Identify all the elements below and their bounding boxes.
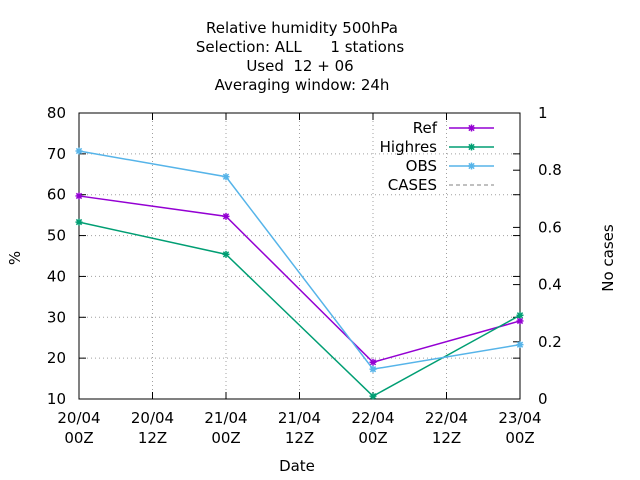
data-point-ref (369, 358, 377, 366)
x-tick-label-time: 00Z (211, 429, 240, 447)
x-tick-label-time: 00Z (358, 429, 387, 447)
title-line-1: Relative humidity 500hPa (206, 19, 398, 37)
legend-label-obs: OBS (406, 157, 437, 175)
legend-label-ref: Ref (413, 119, 438, 137)
x-tick-label-time: 12Z (432, 429, 461, 447)
y-tick-label: 50 (47, 227, 66, 245)
marker-center (469, 164, 474, 168)
y-tick-label: 70 (47, 145, 66, 163)
marker-center (224, 252, 228, 257)
x-tick-label-time: 00Z (64, 429, 93, 447)
marker-center (469, 126, 474, 130)
x-tick-label-date: 20/04 (131, 409, 174, 427)
y-tick-label: 80 (47, 104, 66, 122)
marker-center (77, 194, 81, 198)
data-point-highres (222, 250, 230, 258)
legend-marker-highres (468, 143, 475, 151)
data-point-ref (516, 317, 524, 325)
y2-tick-label: 0.2 (538, 333, 562, 351)
legend-marker-obs (468, 162, 475, 170)
axes: 10 20 30 40 50 60 70 80 0 0.2 0.4 0.6 0.8 1 20/04 00Z 20… (47, 104, 562, 447)
marker-center (77, 220, 81, 224)
y-axis-label: % (6, 251, 24, 265)
x-tick-label-date: 22/04 (425, 409, 468, 427)
grid (79, 113, 520, 399)
title-line-3: Used 12 + 06 (246, 57, 353, 75)
chart-title: Relative humidity 500hPa Selection: ALL … (196, 19, 404, 94)
y2-tick-label: 0.8 (538, 161, 562, 179)
y2-tick-label: 0 (538, 390, 548, 408)
series-line-obs (78, 150, 521, 370)
data-point-obs (369, 365, 377, 373)
legend-label-highres: Highres (380, 138, 438, 156)
title-line-4: Averaging window: 24h (215, 76, 390, 94)
series-lines (75, 147, 524, 400)
data-point-ref (222, 212, 230, 220)
marker-center (518, 313, 522, 318)
series-line-ref (78, 195, 521, 364)
marker-center (371, 367, 375, 371)
data-point-obs (516, 341, 524, 349)
x-tick-label-date: 21/04 (278, 409, 321, 427)
y2-tick-label: 0.6 (538, 218, 562, 236)
legend-marker-ref (468, 124, 475, 132)
series-line-highres (78, 221, 521, 398)
data-point-obs (222, 173, 230, 181)
title-line-2: Selection: ALL 1 stations (196, 38, 404, 56)
marker-center (469, 145, 474, 149)
y2-tick-label: 0.4 (538, 276, 562, 294)
y2-tick-label: 1 (538, 104, 548, 122)
y2-axis-label: No cases (599, 224, 617, 292)
x-tick-label-time: 00Z (505, 429, 534, 447)
y-tick-label: 60 (47, 186, 66, 204)
y-tick-label: 10 (47, 390, 66, 408)
marker-center (518, 319, 522, 323)
y-tick-label: 20 (47, 349, 66, 367)
data-point-ref (75, 192, 83, 200)
plot-frame (78, 112, 521, 400)
data-point-obs (75, 147, 83, 155)
marker-center (518, 342, 522, 347)
x-tick-label-time: 12Z (285, 429, 314, 447)
x-tick-label-date: 23/04 (498, 409, 541, 427)
y-tick-label: 40 (47, 267, 66, 285)
data-point-highres (369, 392, 377, 400)
x-tick-label-date: 20/04 (57, 409, 100, 427)
y-tick-label: 30 (47, 308, 66, 326)
x-tick-label-date: 22/04 (351, 409, 394, 427)
legend-label-cases: CASES (388, 176, 437, 194)
marker-center (224, 214, 228, 219)
data-point-highres (516, 311, 524, 319)
x-tick-label-date: 21/04 (204, 409, 247, 427)
marker-center (77, 149, 81, 153)
marker-center (371, 394, 375, 398)
x-tick-label-time: 12Z (138, 429, 167, 447)
x-axis-label: Date (279, 457, 315, 475)
data-point-highres (75, 218, 83, 226)
marker-center (371, 360, 375, 365)
marker-center (224, 174, 228, 179)
